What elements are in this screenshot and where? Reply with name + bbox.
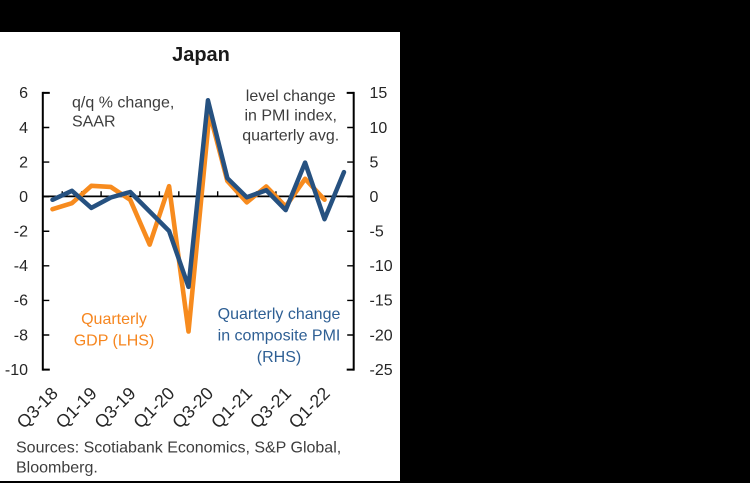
svg-text:in composite PMI: in composite PMI — [218, 327, 341, 344]
svg-text:Bloomberg.: Bloomberg. — [16, 460, 98, 477]
svg-text:Japan: Japan — [172, 44, 230, 66]
svg-text:Quarterly change: Quarterly change — [218, 306, 341, 323]
svg-text:level change: level change — [246, 88, 336, 105]
svg-text:-10: -10 — [5, 362, 28, 379]
svg-text:-5: -5 — [370, 224, 384, 241]
svg-text:-8: -8 — [14, 327, 28, 344]
svg-text:4: 4 — [19, 120, 28, 137]
svg-text:-6: -6 — [14, 293, 28, 310]
svg-text:15: 15 — [370, 85, 388, 102]
svg-text:in PMI index,: in PMI index, — [244, 108, 336, 125]
svg-text:(RHS): (RHS) — [257, 349, 301, 366]
svg-text:-2: -2 — [14, 224, 28, 241]
svg-text:-4: -4 — [14, 258, 28, 275]
svg-text:5: 5 — [370, 154, 379, 171]
svg-text:-15: -15 — [370, 293, 393, 310]
svg-text:-20: -20 — [370, 327, 393, 344]
svg-text:Quarterly: Quarterly — [81, 311, 147, 328]
svg-text:GDP (LHS): GDP (LHS) — [74, 333, 155, 350]
svg-text:Sources: Scotiabank Economics,: Sources: Scotiabank Economics, S&P Globa… — [16, 440, 341, 457]
svg-text:q/q % change,: q/q % change, — [72, 95, 174, 112]
svg-text:2: 2 — [19, 154, 28, 171]
svg-text:6: 6 — [19, 85, 28, 102]
svg-text:0: 0 — [370, 189, 379, 206]
svg-text:SAAR: SAAR — [72, 114, 116, 131]
svg-text:0: 0 — [19, 189, 28, 206]
svg-text:-25: -25 — [370, 362, 393, 379]
svg-text:-10: -10 — [370, 258, 393, 275]
svg-text:quarterly avg.: quarterly avg. — [242, 127, 339, 144]
svg-text:10: 10 — [370, 120, 388, 137]
